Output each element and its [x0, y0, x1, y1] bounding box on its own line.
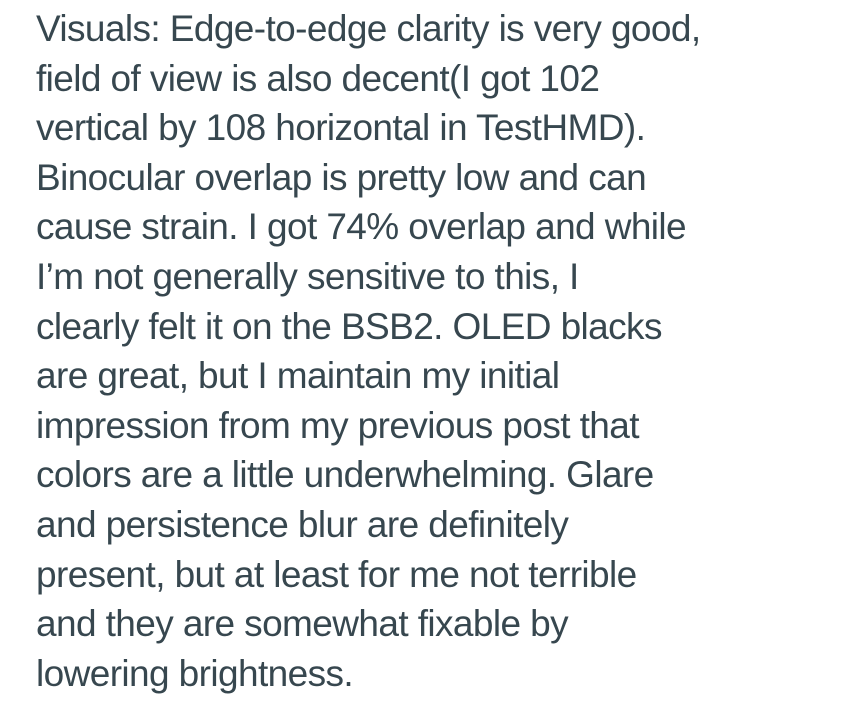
review-paragraph: Visuals: Edge-to-edge clarity is very go… [36, 8, 701, 694]
